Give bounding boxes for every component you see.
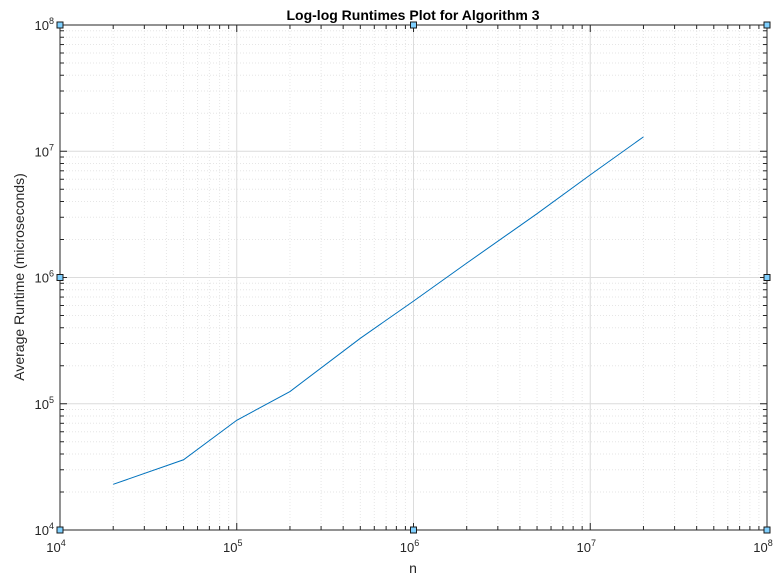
resize-handle[interactable] xyxy=(56,274,64,281)
y-axis-label: Average Runtime (microseconds) xyxy=(11,173,27,381)
selection-handles xyxy=(56,21,771,534)
resize-handle[interactable] xyxy=(763,526,771,534)
y-tick-label: 105 xyxy=(35,395,54,412)
y-tick-label: 104 xyxy=(35,521,54,538)
grid xyxy=(59,24,768,531)
resize-handle[interactable] xyxy=(763,21,771,29)
x-axis-label: n xyxy=(409,560,417,576)
tick-labels: 104 105 106 107 108 104 105 106 107 108 xyxy=(35,16,773,555)
resize-handle[interactable] xyxy=(410,526,417,534)
y-tick-label: 108 xyxy=(35,16,54,33)
x-tick-label: 107 xyxy=(577,538,596,555)
x-tick-label: 105 xyxy=(223,538,242,555)
x-tick-label: 108 xyxy=(753,538,772,555)
resize-handle[interactable] xyxy=(763,274,771,281)
resize-handle[interactable] xyxy=(56,21,64,29)
y-tick-label: 107 xyxy=(35,142,54,159)
y-tick-label: 106 xyxy=(35,269,54,286)
resize-handle[interactable] xyxy=(56,526,64,534)
series-line-0 xyxy=(113,136,644,485)
resize-handle[interactable] xyxy=(410,21,417,29)
series-layer xyxy=(113,136,644,485)
x-tick-label: 104 xyxy=(46,538,65,555)
chart-title: Log-log Runtimes Plot for Algorithm 3 xyxy=(286,7,539,23)
x-tick-label: 106 xyxy=(400,538,419,555)
